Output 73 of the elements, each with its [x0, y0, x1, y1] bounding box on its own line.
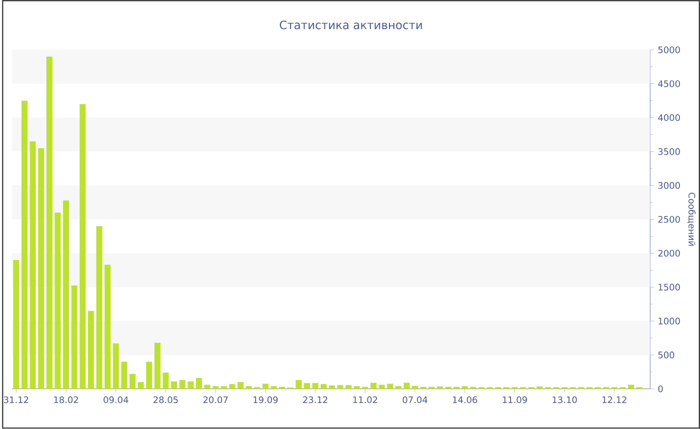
- bar: [404, 382, 410, 389]
- bar: [138, 382, 144, 389]
- y-tick-label: 1500: [658, 284, 680, 291]
- bar: [38, 148, 44, 389]
- y-tick-label: 0: [658, 386, 663, 392]
- bar: [346, 385, 352, 389]
- bar: [270, 386, 277, 389]
- bar: [130, 374, 136, 389]
- bar: [54, 212, 61, 389]
- x-tick-label: 12.12: [602, 396, 626, 404]
- bar: [238, 382, 244, 389]
- bar: [112, 344, 119, 389]
- bar: [13, 260, 20, 389]
- bar: [71, 286, 78, 389]
- bar: [80, 104, 86, 389]
- bar: [312, 383, 318, 389]
- x-tick-label: 23.12: [303, 396, 328, 404]
- y-tick-label: 3500: [658, 148, 680, 156]
- bar: [337, 385, 344, 389]
- bar: [229, 384, 236, 389]
- bar: [370, 382, 376, 389]
- x-tick-label: 11.02: [353, 396, 378, 404]
- bar: [412, 386, 418, 389]
- bar: [179, 380, 186, 389]
- y-tick-label: 1000: [658, 318, 680, 325]
- bar: [304, 383, 310, 389]
- bar: [220, 386, 227, 389]
- bar: [395, 386, 402, 389]
- y-tick-label: 5000: [658, 46, 680, 54]
- y-tick-label: 3000: [658, 182, 680, 189]
- bar: [63, 200, 70, 389]
- x-tick-label: 18.02: [54, 396, 78, 404]
- bar: [196, 378, 202, 389]
- bar: [378, 384, 385, 389]
- x-tick-label: 07.04: [402, 396, 428, 404]
- x-tick-label: 13.10: [552, 396, 577, 404]
- bar: [171, 382, 178, 389]
- bar: [246, 386, 252, 389]
- bar: [46, 56, 52, 389]
- bar: [328, 386, 335, 389]
- bar: [212, 386, 219, 389]
- bar: [88, 311, 94, 389]
- y-tick-label: 4500: [658, 80, 680, 88]
- x-tick-label: 31.12: [4, 396, 28, 404]
- bar: [628, 384, 634, 389]
- bar: [296, 380, 302, 389]
- bar: [354, 386, 360, 389]
- bar: [204, 384, 210, 389]
- bar: [21, 100, 28, 389]
- y-tick-label: 4000: [658, 114, 680, 122]
- bar: [146, 362, 152, 389]
- bar: [121, 362, 128, 389]
- y-tick-label: 2000: [658, 250, 680, 257]
- chart-title: Статистика активности: [280, 20, 422, 30]
- y-axis-title: Сообщений: [687, 192, 696, 246]
- bar: [154, 342, 160, 389]
- bar: [262, 384, 268, 389]
- x-tick-label: 19.09: [254, 396, 278, 404]
- bar: [162, 372, 169, 389]
- x-tick-label: 20.07: [203, 396, 228, 404]
- bar: [30, 142, 36, 389]
- x-tick-label: 14.06: [452, 396, 478, 404]
- bar: [462, 386, 468, 389]
- x-tick-label: 11.09: [502, 396, 527, 404]
- x-tick-label: 09.04: [104, 396, 128, 404]
- bar: [320, 384, 327, 389]
- bar: [188, 382, 194, 389]
- y-tick-label: 500: [658, 352, 674, 358]
- bar: [104, 264, 111, 389]
- bar: [96, 226, 102, 389]
- y-tick-label: 2500: [658, 216, 680, 223]
- x-tick-label: 28.05: [154, 396, 178, 404]
- bar: [387, 384, 394, 389]
